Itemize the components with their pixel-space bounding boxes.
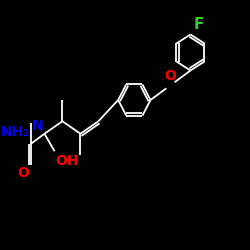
Text: NH₂: NH₂ — [0, 125, 30, 139]
Text: O: O — [17, 166, 29, 180]
Text: O: O — [164, 69, 176, 83]
Text: N: N — [32, 118, 43, 132]
Text: OH: OH — [56, 154, 79, 168]
Text: F: F — [194, 17, 204, 32]
